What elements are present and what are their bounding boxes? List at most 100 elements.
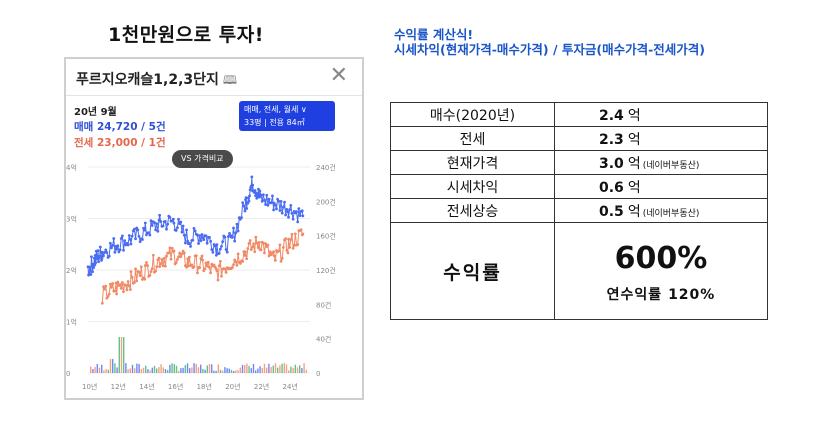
data-point	[263, 198, 266, 202]
data-point	[123, 239, 127, 243]
data-point	[284, 213, 288, 217]
vs-compare-button[interactable]: VS 가격비교	[172, 150, 233, 168]
volume-bar	[184, 365, 186, 373]
data-point	[100, 301, 104, 305]
data-point	[104, 248, 108, 252]
data-point	[194, 254, 198, 258]
data-point	[180, 230, 184, 234]
data-point	[247, 241, 251, 245]
data-point	[126, 280, 130, 283]
data-point	[137, 270, 141, 274]
data-point	[264, 242, 267, 246]
data-point	[155, 265, 159, 269]
x-tick-label: 18년	[197, 382, 212, 391]
x-tick-label: 22년	[254, 382, 269, 391]
volume-bar	[178, 370, 180, 373]
data-point	[267, 197, 271, 201]
data-point	[234, 260, 238, 264]
volume-bar	[246, 363, 248, 373]
volume-bar	[285, 364, 288, 373]
data-point	[158, 265, 162, 268]
volume-bar	[134, 368, 136, 373]
data-point	[230, 235, 234, 239]
volume-bar	[142, 367, 145, 373]
volume-bar	[197, 367, 200, 373]
data-point	[225, 250, 229, 254]
volume-bar	[219, 369, 222, 373]
volume-bar	[162, 367, 164, 373]
volume-bar	[213, 370, 215, 373]
data-point	[127, 234, 131, 237]
data-point	[105, 251, 109, 254]
data-point	[223, 235, 227, 239]
volume-bar	[107, 369, 109, 373]
data-point	[104, 284, 108, 288]
y-left-tick-label: 2억	[66, 267, 77, 275]
data-point	[221, 240, 225, 244]
data-point	[148, 273, 152, 277]
filter-button[interactable]: 매매, 전세, 월세 ∨ 33평 | 전용 84㎡	[239, 101, 335, 131]
row-value-cell: 2.3 억	[554, 126, 768, 151]
data-point	[122, 290, 125, 294]
volume-bar	[272, 365, 274, 373]
data-point	[106, 294, 110, 298]
table-row: 전세상승 0.5 억 (네이버부동산)	[390, 198, 768, 223]
data-point	[210, 248, 214, 251]
data-point	[134, 267, 137, 271]
data-point	[166, 222, 170, 226]
volume-bar	[288, 370, 290, 373]
data-point	[224, 270, 228, 274]
volume-bar	[109, 359, 112, 373]
data-point	[199, 239, 203, 243]
data-point	[217, 264, 221, 268]
data-point	[244, 198, 247, 202]
main-title: 1천만원으로 투자!	[108, 24, 264, 46]
data-point	[289, 238, 293, 242]
data-point	[96, 249, 100, 253]
data-point	[160, 257, 164, 261]
data-point	[236, 229, 240, 233]
data-point	[215, 243, 219, 247]
data-point	[150, 224, 154, 227]
data-point	[198, 266, 202, 270]
volume-bar	[266, 367, 268, 373]
data-point	[272, 254, 276, 258]
table-row: 전세 2.3 억	[390, 126, 768, 151]
table-row: 현재가격 3.0 억 (네이버부동산)	[390, 150, 768, 175]
data-point	[248, 188, 252, 192]
data-point	[88, 265, 92, 269]
y-right-tick-label: 160건	[316, 232, 336, 241]
row-label: 전세	[390, 126, 555, 151]
data-point	[201, 258, 204, 262]
volume-bar	[103, 370, 105, 373]
data-point	[153, 221, 156, 225]
data-point	[103, 251, 107, 254]
data-point	[241, 201, 245, 205]
data-point	[269, 201, 273, 205]
data-point	[188, 255, 191, 259]
volume-bar	[94, 366, 96, 373]
data-point	[137, 234, 141, 238]
data-point	[208, 266, 211, 269]
close-icon[interactable]: ✕	[329, 63, 348, 88]
book-icon[interactable]: 🕮	[222, 73, 238, 87]
data-point	[154, 269, 158, 273]
volume-bar	[241, 364, 244, 373]
data-point	[288, 246, 292, 249]
data-point	[138, 274, 142, 277]
data-point	[202, 238, 206, 242]
data-point	[301, 214, 305, 218]
volume-bar	[274, 363, 277, 373]
data-point	[103, 287, 107, 291]
data-point	[171, 217, 175, 221]
trade-price: 매매 24,720 / 5건	[74, 121, 166, 133]
data-point	[150, 267, 154, 271]
data-point	[230, 266, 234, 269]
data-point	[292, 243, 296, 247]
data-point	[253, 250, 257, 254]
data-point	[216, 278, 220, 282]
result-label-cell: 수익률	[390, 222, 555, 320]
data-point	[91, 270, 94, 274]
data-point	[128, 238, 132, 241]
filter-size-label: 33평 | 전용 84㎡	[244, 118, 305, 127]
